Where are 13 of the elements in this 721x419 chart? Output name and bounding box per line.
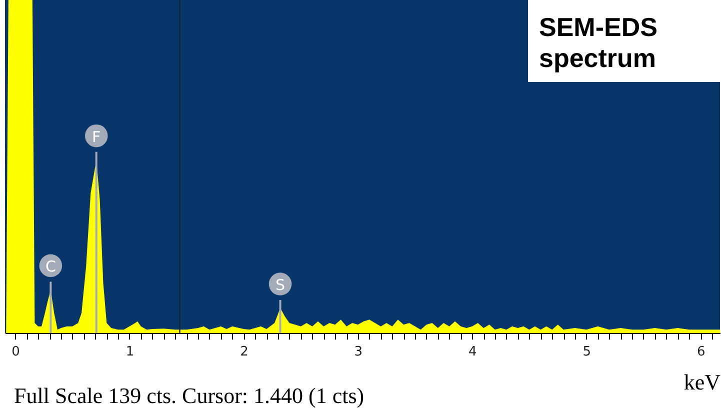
text: Full Scale 139 cts. Cursor: 1.440 (1 cts) (14, 383, 364, 409)
x-tick-label: 6 (696, 344, 706, 360)
annotation: C (45, 258, 56, 276)
x-axis-title: keV (684, 370, 721, 394)
text: SEM-EDS spectrum (528, 0, 721, 82)
annotation: F (92, 128, 101, 146)
x-tick-label: 0 (12, 344, 20, 360)
x-tick-label: 1 (126, 344, 134, 360)
x-tick-label: 3 (354, 344, 363, 360)
x-tick-label: 2 (240, 344, 248, 360)
x-tick-label: 4 (468, 344, 477, 360)
x-tick-label: 5 (582, 344, 592, 360)
annotation: S (276, 276, 286, 294)
